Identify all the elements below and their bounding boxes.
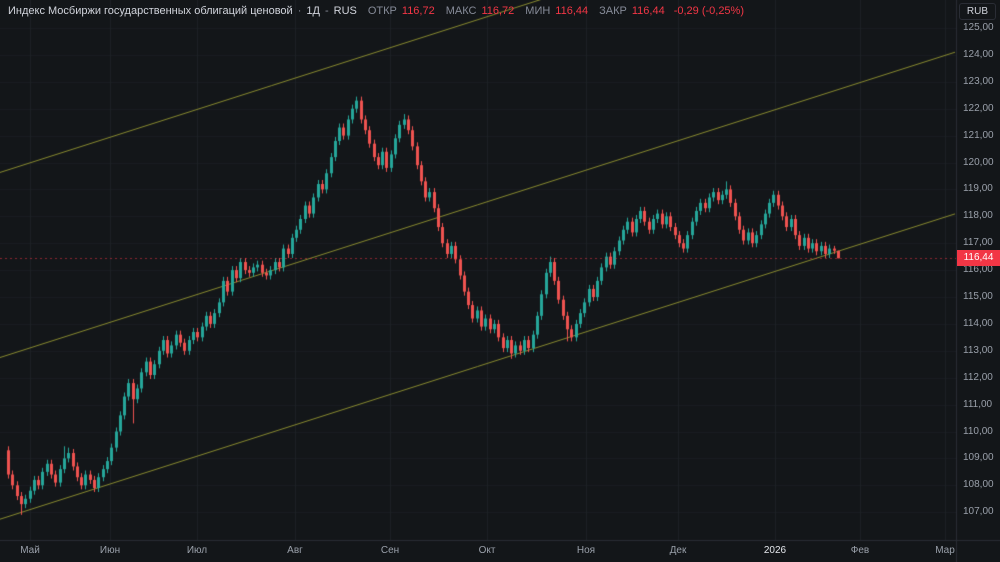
last-price-tag: 116,44	[957, 250, 1000, 267]
close-value: 116,44	[631, 5, 665, 17]
price-tick-label: 124,00	[963, 48, 994, 60]
interval-label[interactable]: 1Д	[306, 5, 320, 17]
low-label: МИН	[525, 5, 551, 17]
price-tick-label: 109,00	[963, 452, 994, 464]
time-tick-label: Окт	[478, 545, 496, 556]
high-value: 116,72	[481, 5, 515, 17]
price-tick-label: 107,00	[963, 506, 994, 518]
time-axis[interactable]: Май Июн Июл Авг Сен Окт Ноя Дек 2026 Фев Мар	[0, 541, 1000, 562]
chart-legend: Индекс Мосбиржи государственных облигаци…	[8, 5, 744, 17]
time-tick-label: Июл	[186, 545, 208, 556]
time-tick-label: Сен	[380, 545, 400, 556]
price-tick-label: 111,00	[963, 398, 993, 410]
price-axis[interactable]: 125,00 124,00 123,00 122,00 121,00 120,00 119,…	[957, 0, 1000, 540]
price-tick-label: 123,00	[963, 75, 994, 87]
separator-dot: ·	[297, 5, 302, 17]
price-tick-label: 122,00	[963, 102, 994, 114]
time-tick-label: Фев	[850, 545, 870, 556]
price-tick-label: 114,00	[963, 317, 993, 329]
price-tick-label: 120,00	[963, 156, 994, 168]
price-tick-label: 121,00	[963, 129, 994, 141]
price-tick-label: 113,00	[963, 344, 993, 356]
change-value: -0,29 (-0,25%)	[673, 5, 744, 17]
time-tick-label: 2026	[763, 545, 787, 556]
price-tick-label: 117,00	[963, 237, 993, 249]
low-value: 116,44	[555, 5, 589, 17]
time-tick-label: Ноя	[576, 545, 596, 556]
price-tick-label: 115,00	[963, 291, 993, 302]
price-tick-label: 110,00	[963, 425, 993, 437]
open-value: 116,72	[401, 5, 435, 17]
price-tick-label: 116,00	[963, 264, 993, 276]
price-tick-label: 119,00	[963, 183, 993, 195]
price-tick-label: 118,00	[963, 210, 993, 222]
open-label: ОТКР	[367, 5, 397, 17]
time-tick-label: Мар	[935, 545, 955, 556]
separator-dash: -	[324, 5, 329, 17]
currency-button[interactable]: RUB	[958, 3, 996, 20]
high-label: МАКС	[445, 5, 477, 17]
exchange-label: RUS	[333, 5, 357, 17]
close-label: ЗАКР	[599, 5, 627, 17]
price-tick-label: 125,00	[963, 22, 994, 33]
time-tick-label: Июн	[99, 545, 121, 556]
time-tick-label: Дек	[669, 545, 687, 556]
time-tick-label: Май	[20, 545, 40, 556]
time-tick-label: Авг	[287, 545, 303, 556]
price-tick-label: 112,00	[963, 371, 993, 383]
price-tick-label: 108,00	[963, 479, 994, 491]
symbol-title[interactable]: Индекс Мосбиржи государственных облигаци…	[8, 5, 293, 17]
